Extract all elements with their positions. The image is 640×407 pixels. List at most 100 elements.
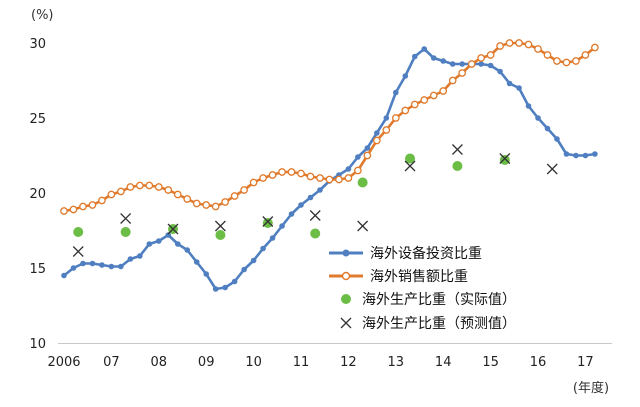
x-tick-label: 09	[198, 355, 215, 370]
data-point	[449, 61, 456, 67]
x-tick-label: 15	[482, 355, 499, 370]
series-1	[60, 39, 599, 215]
data-point	[515, 39, 523, 47]
data-point	[173, 190, 182, 199]
data-point	[391, 114, 400, 122]
data-point	[411, 53, 418, 60]
data-point	[421, 46, 428, 52]
data-point	[524, 40, 533, 49]
data-point	[89, 260, 96, 267]
data-point	[145, 181, 154, 190]
data-point	[203, 271, 210, 277]
data-point	[499, 155, 510, 165]
legend-swatch-marker	[342, 249, 350, 257]
data-point	[69, 205, 78, 214]
data-point	[363, 151, 372, 160]
data-point	[591, 43, 599, 52]
legend-swatch-marker	[341, 294, 351, 304]
x-tick-label: 08	[151, 355, 168, 370]
data-point	[562, 58, 571, 67]
legend-item-series-2: 海外生产比重（实际值）	[341, 292, 516, 308]
data-point	[405, 153, 416, 164]
x-tick-label: 16	[530, 355, 547, 370]
data-point	[506, 80, 513, 87]
data-point	[335, 175, 343, 184]
data-point	[401, 106, 410, 115]
data-point	[127, 256, 134, 262]
y-tick-label: 10	[29, 337, 46, 352]
data-point	[316, 174, 324, 182]
data-point	[154, 183, 163, 191]
data-point	[344, 174, 353, 182]
data-point	[240, 186, 248, 194]
data-point	[268, 171, 277, 179]
data-point	[516, 85, 522, 91]
data-point	[452, 161, 463, 171]
y-tick-label: 25	[29, 112, 46, 127]
data-point	[546, 163, 558, 175]
data-point	[364, 145, 371, 151]
data-point	[439, 87, 448, 95]
data-point	[287, 168, 296, 176]
data-point	[345, 166, 352, 172]
data-point	[183, 195, 192, 203]
data-point	[259, 174, 267, 182]
data-point	[572, 57, 580, 65]
x-tick-label: 13	[388, 355, 405, 370]
data-point	[357, 220, 369, 232]
data-point	[374, 130, 380, 136]
legend-item-series-3: 海外生产比重（预测值）	[340, 316, 516, 332]
data-point	[88, 201, 97, 209]
data-point	[298, 202, 304, 208]
data-point	[534, 45, 542, 53]
data-point	[70, 265, 77, 271]
legend: 海外设备投资比重 海外销售额比重 海外生产比重（实际值） 海外生产比重（预测值）	[329, 245, 516, 332]
data-point	[288, 211, 295, 217]
y-tick-label: 15	[29, 262, 46, 277]
data-point	[108, 263, 115, 270]
data-point	[118, 263, 124, 270]
data-point	[354, 166, 362, 175]
data-point	[61, 272, 67, 279]
data-point	[202, 201, 211, 209]
data-point	[382, 126, 391, 134]
y-tick-label: 30	[29, 37, 46, 52]
data-point	[146, 241, 153, 247]
data-point	[230, 192, 239, 200]
data-point	[430, 55, 437, 61]
data-point	[279, 223, 285, 229]
data-point	[317, 187, 323, 193]
data-point	[164, 186, 173, 194]
data-point	[459, 61, 465, 67]
data-point	[262, 216, 274, 227]
data-point	[486, 51, 495, 59]
legend-label: 海外设备投资比重	[370, 245, 482, 262]
data-point	[310, 228, 321, 239]
data-point	[451, 144, 463, 155]
data-point	[543, 51, 552, 59]
data-point	[383, 115, 390, 121]
data-point	[120, 213, 132, 224]
data-point	[126, 183, 135, 191]
data-point	[79, 202, 87, 211]
x-tick-label: 11	[293, 355, 310, 370]
data-point	[440, 58, 447, 64]
data-point	[221, 198, 230, 206]
data-point	[505, 39, 514, 47]
x-axis-ticks: 2006 07 08 09 10 11 12 13 14 15 16 17	[47, 355, 593, 370]
data-point	[581, 51, 590, 59]
data-point	[117, 187, 125, 196]
data-point	[250, 257, 257, 264]
legend-item-series-1: 海外销售额比重	[329, 269, 468, 285]
data-point	[478, 61, 484, 67]
legend-label: 海外销售额比重	[370, 269, 468, 285]
data-point	[120, 227, 131, 237]
x-axis-unit: (年度)	[573, 380, 609, 396]
series-0	[61, 46, 598, 292]
data-point	[563, 151, 570, 157]
data-point	[174, 241, 181, 247]
data-point	[215, 230, 226, 240]
data-point	[467, 60, 476, 68]
data-point	[262, 218, 273, 228]
y-axis-ticks: 10 15 20 25 30	[29, 37, 46, 352]
